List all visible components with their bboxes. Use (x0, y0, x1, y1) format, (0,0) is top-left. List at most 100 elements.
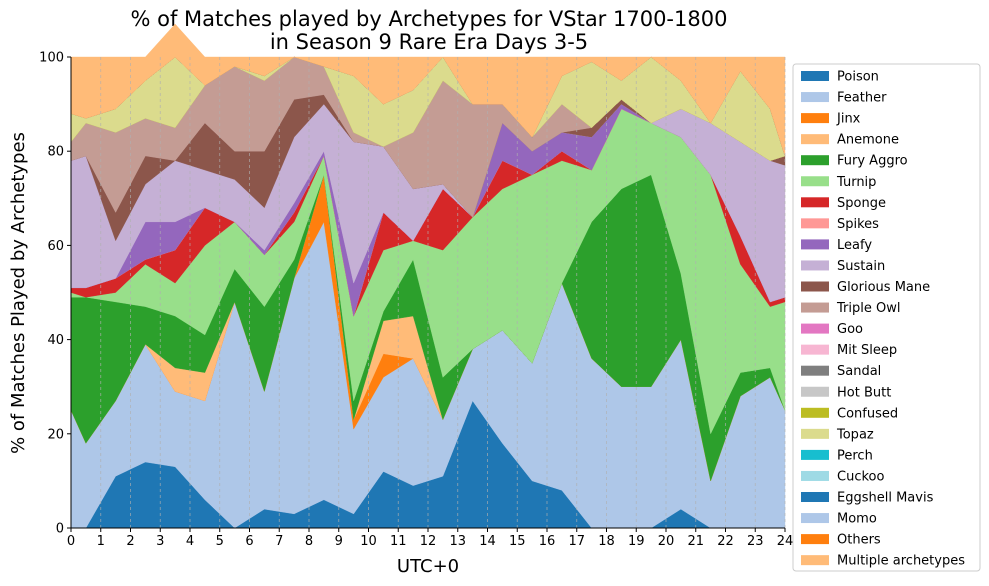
legend-label: Fury Aggro (837, 154, 908, 169)
x-tick-label: 10 (360, 534, 377, 549)
legend-swatch (801, 365, 829, 376)
legend-label: Perch (837, 448, 873, 463)
legend-entry: Glorious Mane (801, 280, 930, 295)
x-tick-label: 8 (305, 534, 313, 549)
legend-entry: Hot Butt (801, 385, 891, 400)
legend-swatch (801, 344, 829, 355)
chart-subtitle: in Season 9 Rare Era Days 3-5 (270, 30, 588, 54)
y-axis-label: % of Matches Played by Archetypes (8, 132, 29, 454)
legend-entry: Multiple archetypes (801, 554, 965, 569)
legend-swatch (801, 407, 829, 418)
legend-entry: Sandal (801, 364, 881, 379)
legend-entry: Fury Aggro (801, 154, 908, 169)
legend-swatch (801, 386, 829, 397)
vertical-grid (70, 57, 786, 528)
legend-entry: Spikes (801, 217, 879, 232)
chart-title: % of Matches played by Archetypes for VS… (131, 7, 728, 31)
legend-label: Confused (837, 406, 898, 421)
legend-entry: Confused (801, 406, 898, 421)
legend-entry: Triple Owl (801, 301, 900, 316)
x-tick-label: 4 (186, 534, 194, 549)
legend-entry: Goo (801, 322, 863, 337)
x-tick-label: 0 (67, 534, 75, 549)
legend-swatch (801, 323, 829, 334)
legend-swatch (801, 513, 829, 524)
y-tick-label: 40 (47, 333, 64, 348)
legend-label: Eggshell Mavis (837, 491, 934, 506)
legend-entry: Eggshell Mavis (801, 491, 934, 506)
y-tick-label: 20 (47, 427, 64, 442)
y-tick-labels: 0 20 40 60 80 100 (39, 51, 71, 537)
y-tick-label: 100 (39, 51, 64, 66)
legend-swatch (801, 176, 829, 187)
legend-label: Anemone (837, 133, 899, 148)
legend-entry: Sustain (801, 259, 885, 274)
legend-label: Goo (837, 322, 863, 337)
legend-entry: Jinx (801, 112, 861, 127)
legend-swatch (801, 239, 829, 250)
legend-swatch (801, 449, 829, 460)
x-tick-label: 23 (747, 534, 764, 549)
legend-label: Multiple archetypes (837, 554, 965, 569)
x-tick-label: 5 (216, 534, 224, 549)
x-tick-label: 22 (717, 534, 734, 549)
x-tick-label: 3 (156, 534, 164, 549)
x-tick-labels: 0 1 2 3 4 5 6 7 8 9 10 11 12 13 14 15 16 17 18 19 20 21 22 23 24 (67, 528, 793, 549)
legend-label: Turnip (836, 175, 876, 190)
x-tick-label: 2 (126, 534, 134, 549)
legend-label: Triple Owl (836, 301, 900, 316)
legend-label: Cuckoo (837, 469, 884, 484)
legend-label: Momo (837, 512, 877, 527)
legend-frame (792, 63, 981, 572)
x-tick-label: 13 (449, 534, 466, 549)
x-tick-label: 24 (777, 534, 794, 549)
x-tick-label: 16 (539, 534, 556, 549)
x-axis-label: UTC+0 (397, 556, 459, 577)
legend-swatch (801, 71, 829, 81)
legend-swatch (801, 92, 829, 103)
legend-label: Sustain (837, 259, 885, 274)
y-tick-label: 80 (47, 145, 64, 160)
legend-label: Leafy (837, 238, 872, 253)
legend-entry: Turnip (801, 175, 876, 190)
x-tick-label: 15 (509, 534, 526, 549)
legend-entry: Anemone (801, 133, 899, 148)
x-tick-label: 14 (479, 534, 496, 549)
legend-swatch (801, 492, 829, 502)
legend-swatch (801, 113, 829, 124)
legend-label: Feather (837, 91, 887, 106)
legend-entry: Cuckoo (801, 469, 884, 484)
x-tick-label: 21 (687, 534, 704, 549)
legend-swatch (801, 555, 829, 566)
legend-swatch (801, 155, 829, 166)
legend-swatch (801, 197, 829, 208)
x-tick-label: 19 (628, 534, 645, 549)
y-tick-label: 0 (56, 522, 64, 537)
x-tick-label: 6 (245, 534, 253, 549)
x-tick-label: 1 (97, 534, 105, 549)
x-tick-label: 12 (420, 534, 437, 549)
legend-label: Jinx (836, 112, 861, 127)
x-tick-label: 18 (598, 534, 615, 549)
x-tick-label: 17 (568, 534, 585, 549)
legend-entry: Feather (801, 91, 887, 106)
legend-swatch (801, 281, 829, 292)
legend-label: Mit Sleep (837, 343, 897, 358)
legend-entry: Sponge (801, 196, 886, 211)
legend-entry: Leafy (801, 238, 872, 253)
legend-swatch (801, 260, 829, 271)
legend-label: Topaz (836, 427, 874, 442)
legend-swatch (801, 428, 829, 439)
legend-entry: Poison (801, 70, 879, 85)
legend-entry: Perch (801, 448, 873, 463)
legend-swatch (801, 134, 829, 145)
legend-label: Spikes (837, 217, 879, 232)
legend-label: Sandal (837, 364, 881, 379)
x-tick-label: 20 (658, 534, 675, 549)
legend-swatch (801, 534, 829, 545)
x-tick-label: 11 (390, 534, 407, 549)
legend-entry: Momo (801, 512, 877, 527)
legend-label: Sponge (837, 196, 886, 211)
legend-entry: Mit Sleep (801, 343, 897, 358)
